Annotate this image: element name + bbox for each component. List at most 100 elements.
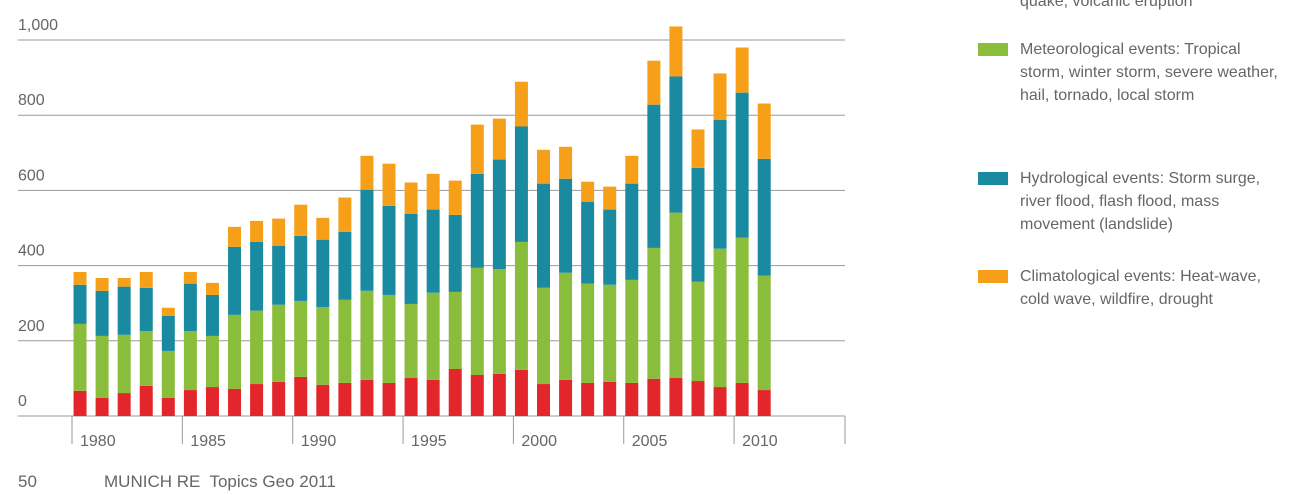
bar-segment [581, 181, 595, 202]
bar-segment [272, 304, 286, 382]
chart: 0 200 400 600 800 1,000 1980 1985 1990 1995 2000 20… [18, 17, 846, 450]
bar-segment [338, 231, 352, 300]
bar-segment [316, 384, 330, 416]
page-number: 50 [18, 472, 37, 491]
y-tick-label: 1,000 [18, 17, 58, 34]
bar-segment [360, 379, 374, 416]
bar-segment [205, 387, 219, 416]
bar-segment [95, 335, 109, 398]
bar-segment [669, 26, 683, 77]
bar-segment [448, 214, 462, 292]
bar-segment [95, 278, 109, 291]
bar-segment [338, 382, 352, 416]
bar-segment [316, 306, 330, 385]
bar-segment [603, 186, 617, 210]
bar-segment [691, 129, 705, 168]
bar-segment [647, 378, 661, 416]
bar-segment [161, 350, 175, 398]
bar-segment [757, 158, 771, 276]
bar-segment [205, 294, 219, 336]
bar-segment [581, 201, 595, 284]
bar-segment [205, 335, 219, 388]
bar-segment [647, 247, 661, 379]
legend-label: Meteorological events: Tropical storm, w… [1020, 41, 1278, 104]
bar-segment [470, 173, 484, 268]
bar-segment [625, 279, 639, 383]
x-tick-label: 1990 [301, 433, 337, 450]
bar-segment [360, 189, 374, 291]
bar-segment [294, 204, 308, 236]
bar-segment [183, 271, 197, 284]
bar-segment [757, 103, 771, 159]
bar-segment [713, 248, 727, 388]
bar-segment [581, 382, 595, 416]
bar-segment [735, 47, 749, 93]
bar-segment [205, 282, 219, 295]
bar-segment [73, 390, 87, 416]
bar-segment [669, 76, 683, 213]
y-tick-label: 600 [18, 167, 45, 184]
x-tick-label: 2000 [521, 433, 557, 450]
bar-segment [514, 369, 528, 416]
legend-swatch [978, 270, 1008, 283]
bar-segment [691, 381, 705, 416]
bar-segment [625, 183, 639, 280]
bar-segment [404, 213, 418, 304]
bar-segment [757, 390, 771, 416]
bar-segment [294, 235, 308, 301]
bar-segment [382, 294, 396, 383]
bar-segment [73, 271, 87, 285]
bar-segment [95, 397, 109, 416]
legend-swatch [978, 172, 1008, 185]
x-tick-label: 1980 [80, 433, 116, 450]
bar-segment [117, 393, 131, 416]
bar-segment [735, 92, 749, 238]
y-tick-label: 0 [18, 393, 27, 410]
bar-segment [161, 307, 175, 316]
bar-segment [470, 375, 484, 416]
bar-segment [95, 290, 109, 336]
bar-segment [139, 331, 153, 386]
bar-segment [382, 205, 396, 295]
bar-segment [382, 163, 396, 206]
bar-segment [404, 303, 418, 379]
bar-segment [559, 272, 573, 380]
bar-segment [250, 384, 264, 416]
bar-segment [492, 159, 506, 269]
bar-segment [537, 384, 551, 416]
x-tick-label: 2010 [742, 433, 778, 450]
bar-segment [117, 286, 131, 335]
bar-segment [735, 382, 749, 416]
bar-segment [581, 283, 595, 383]
bar-segment [426, 292, 440, 380]
bar-segment [603, 209, 617, 285]
footer-text: MUNICH RE Topics Geo 2011 [104, 472, 336, 491]
bar-segment [316, 217, 330, 240]
bar-segment [492, 268, 506, 374]
bar-segment [647, 60, 661, 105]
bar-segment [492, 373, 506, 416]
bar-segment [73, 284, 87, 324]
bar-segment [448, 369, 462, 416]
bar-segment [735, 237, 749, 383]
bar-segment [161, 315, 175, 351]
bar-segment [603, 284, 617, 382]
bar-segment [272, 381, 286, 416]
bar-segment [426, 209, 440, 293]
bar-segment [272, 218, 286, 246]
bar-segment [294, 376, 308, 416]
bar-segment [426, 173, 440, 210]
bar-segment [404, 182, 418, 214]
bar-segment [183, 331, 197, 391]
bar-segment [492, 118, 506, 160]
bar-segment [250, 241, 264, 311]
bar-segment [228, 246, 242, 315]
bar-segment [139, 287, 153, 332]
bar-segment [448, 291, 462, 369]
bar-segment [625, 155, 639, 184]
bar-segment [691, 167, 705, 282]
bar-segment [603, 381, 617, 416]
bar-segment [559, 146, 573, 179]
bar-segment [537, 149, 551, 184]
